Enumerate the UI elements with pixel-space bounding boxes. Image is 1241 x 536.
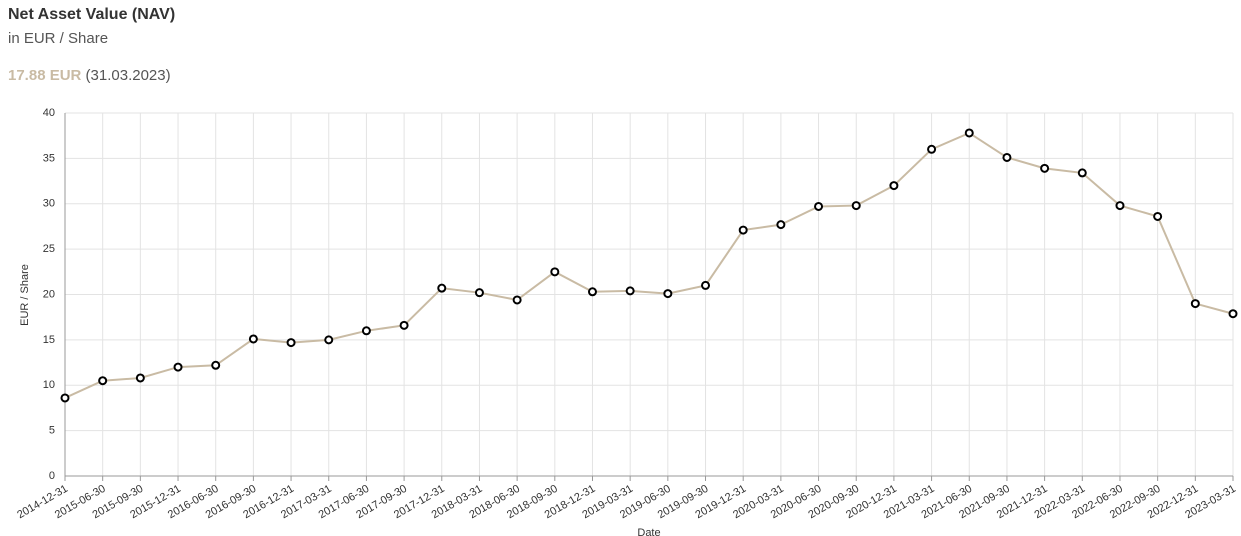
data-point xyxy=(1002,152,1012,162)
data-point xyxy=(98,376,108,386)
latest-value: 17.88 EUR xyxy=(8,67,82,84)
data-point xyxy=(1077,168,1087,178)
data-point xyxy=(550,267,560,277)
y-tick-label: 0 xyxy=(49,470,55,482)
header: Net Asset Value (NAV) in EUR / Share 17.… xyxy=(8,6,175,84)
nav-line xyxy=(64,131,1234,399)
data-point xyxy=(851,201,861,211)
data-point xyxy=(361,326,371,336)
data-point xyxy=(814,201,824,211)
data-point xyxy=(1040,163,1050,173)
data-point xyxy=(399,320,409,330)
subtitle: in EUR / Share xyxy=(8,30,109,47)
data-point xyxy=(324,335,334,345)
latest-nav: 17.88 EUR (31.03.2023) xyxy=(8,67,175,84)
data-point xyxy=(60,393,70,403)
y-tick-label: 15 xyxy=(43,334,55,346)
title: Net Asset Value (NAV) xyxy=(8,6,176,23)
latest-date: (31.03.2023) xyxy=(85,67,171,84)
data-point xyxy=(474,288,484,298)
data-point xyxy=(964,128,974,138)
data-point xyxy=(512,295,522,305)
data-point xyxy=(1153,211,1163,221)
y-axis-label: EUR / Share xyxy=(19,264,31,326)
y-tick-label: 20 xyxy=(43,288,55,300)
data-point xyxy=(1115,201,1125,211)
y-tick-label: 35 xyxy=(43,152,55,164)
data-point xyxy=(1190,299,1200,309)
data-point xyxy=(927,144,937,154)
data-point xyxy=(173,362,183,372)
y-tick-label: 25 xyxy=(43,243,55,255)
x-axis-label: Date xyxy=(637,527,660,536)
data-point xyxy=(248,334,258,344)
data-point xyxy=(889,181,899,191)
data-point xyxy=(211,360,221,370)
y-tick-label: 40 xyxy=(43,107,55,119)
y-tick-label: 10 xyxy=(43,379,55,391)
data-point xyxy=(437,283,447,293)
y-tick-label: 5 xyxy=(49,425,55,437)
data-point xyxy=(286,338,296,348)
data-point xyxy=(587,287,597,297)
data-point xyxy=(776,220,786,230)
data-point xyxy=(701,280,711,290)
data-point xyxy=(135,373,145,383)
y-tick-label: 30 xyxy=(43,198,55,210)
data-point xyxy=(738,225,748,235)
data-point xyxy=(1228,309,1238,319)
data-point xyxy=(663,289,673,299)
data-point xyxy=(625,286,635,296)
